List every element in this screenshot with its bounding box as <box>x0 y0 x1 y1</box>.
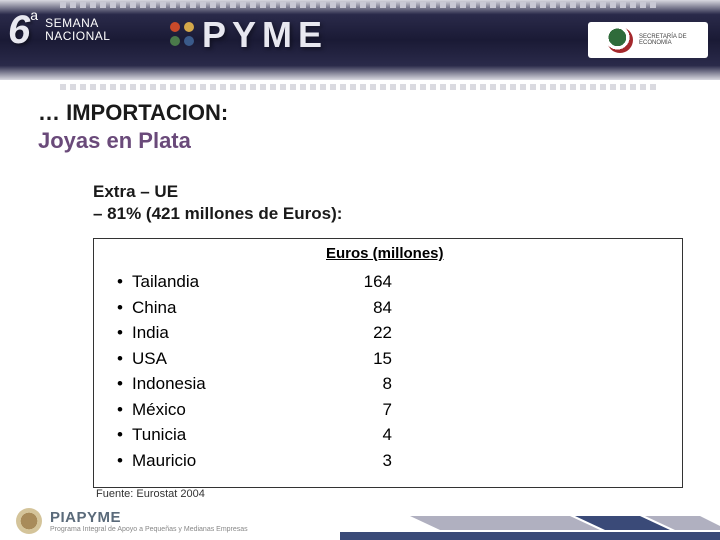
data-table-box: Euros (millones) •Tailandia164•China84•I… <box>93 238 683 488</box>
secretaria-text: SECRETARÍA DE ECONOMÍA <box>639 34 689 46</box>
event-line2: NACIONAL <box>45 30 110 43</box>
bullet-icon: • <box>108 269 132 295</box>
header-band: 6a SEMANA NACIONAL PYME SECRETARÍA DE EC… <box>0 0 720 80</box>
country-cell: Mauricio <box>132 448 282 474</box>
country-cell: Tunicia <box>132 422 282 448</box>
footer: PIAPYME Programa Integral de Apoyo a Peq… <box>0 496 720 540</box>
eagle-icon <box>607 27 633 53</box>
bullet-icon: • <box>108 422 132 448</box>
event-ordinal: a <box>30 7 38 23</box>
bullet-icon: • <box>108 397 132 423</box>
table-row: •India22 <box>108 320 668 346</box>
country-cell: Indonesia <box>132 371 282 397</box>
slide-title-line1: … IMPORTACION: <box>38 100 690 126</box>
slide-content: … IMPORTACION: Joyas en Plata Extra – UE… <box>38 100 690 488</box>
value-cell: 15 <box>282 346 392 372</box>
table-row: •USA15 <box>108 346 668 372</box>
bullet-icon: • <box>108 371 132 397</box>
value-cell: 3 <box>282 448 392 474</box>
event-number: 6 <box>8 8 30 52</box>
value-cell: 4 <box>282 422 392 448</box>
event-logo: 6a SEMANA NACIONAL <box>8 8 110 52</box>
pyme-logo: PYME <box>168 14 328 56</box>
table-row: •Indonesia8 <box>108 371 668 397</box>
footer-program-sub: Programa Integral de Apoyo a Pequeñas y … <box>50 526 248 534</box>
decorative-dots-below <box>0 84 720 90</box>
decorative-dots-top <box>0 2 720 8</box>
footer-program-name: PIAPYME <box>50 509 248 526</box>
value-cell: 8 <box>282 371 392 397</box>
value-cell: 84 <box>282 295 392 321</box>
country-cell: India <box>132 320 282 346</box>
country-cell: USA <box>132 346 282 372</box>
slide-title-line2: Joyas en Plata <box>38 128 690 154</box>
column-header: Euros (millones) <box>326 245 444 262</box>
table-row: •México7 <box>108 397 668 423</box>
table-row: •Tailandia164 <box>108 269 668 295</box>
bullet-icon: • <box>108 448 132 474</box>
country-cell: México <box>132 397 282 423</box>
table-row: •Tunicia4 <box>108 422 668 448</box>
subheading-block: Extra – UE – 81% (421 millones de Euros)… <box>93 182 690 224</box>
value-cell: 7 <box>282 397 392 423</box>
table-row: •Mauricio3 <box>108 448 668 474</box>
subheading-label: Extra – UE <box>93 182 690 202</box>
pyme-text: PYME <box>202 14 328 55</box>
secretaria-logo: SECRETARÍA DE ECONOMÍA <box>588 22 708 58</box>
bullet-icon: • <box>108 320 132 346</box>
bullet-icon: • <box>108 295 132 321</box>
seal-icon <box>16 508 42 534</box>
table-rows: •Tailandia164•China84•India22•USA15•Indo… <box>108 269 668 473</box>
footer-chevron-icon <box>340 506 720 540</box>
bullet-icon: • <box>108 346 132 372</box>
subheading-detail: – 81% (421 millones de Euros): <box>93 204 690 224</box>
pyme-dots-icon <box>168 20 196 48</box>
footer-program-logo: PIAPYME Programa Integral de Apoyo a Peq… <box>16 508 248 534</box>
value-cell: 164 <box>282 269 392 295</box>
country-cell: China <box>132 295 282 321</box>
value-cell: 22 <box>282 320 392 346</box>
country-cell: Tailandia <box>132 269 282 295</box>
table-row: •China84 <box>108 295 668 321</box>
